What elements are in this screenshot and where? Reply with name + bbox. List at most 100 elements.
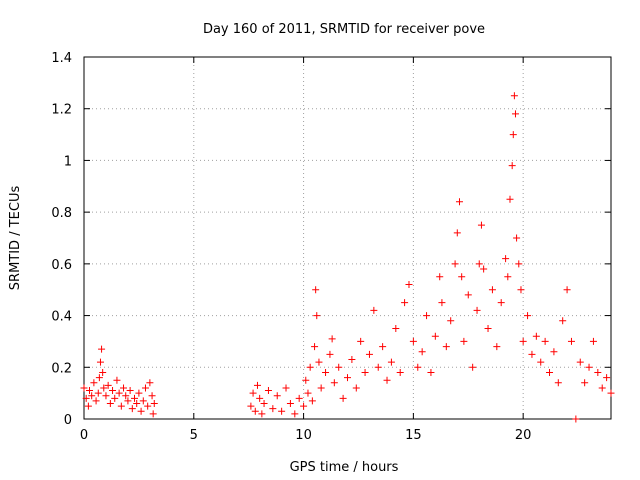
x-axis-label: GPS time / hours	[290, 460, 399, 475]
data-point	[111, 394, 119, 402]
data-point	[85, 387, 93, 395]
data-point	[109, 387, 117, 395]
data-point	[405, 281, 413, 289]
data-point	[295, 394, 303, 402]
y-tick-label: 1.4	[51, 51, 72, 66]
data-point	[460, 337, 468, 345]
data-point	[133, 399, 141, 407]
data-point	[477, 221, 485, 229]
data-point	[493, 343, 501, 351]
data-point	[253, 381, 261, 389]
data-point	[442, 343, 450, 351]
data-point	[504, 273, 512, 281]
data-point	[370, 306, 378, 314]
data-point	[313, 312, 321, 320]
data-point	[480, 265, 488, 273]
data-point	[258, 410, 266, 418]
data-point	[104, 381, 112, 389]
data-point	[247, 402, 255, 410]
data-point	[511, 110, 519, 118]
data-point	[144, 402, 152, 410]
data-point	[94, 389, 102, 397]
data-point	[306, 363, 314, 371]
data-point	[506, 195, 514, 203]
y-tick-label: 1	[64, 154, 72, 169]
data-point	[427, 368, 435, 376]
data-point	[115, 389, 123, 397]
data-point	[278, 407, 286, 415]
x-tick-label: 10	[295, 428, 312, 443]
data-point	[488, 286, 496, 294]
data-point	[90, 379, 98, 387]
data-point	[300, 402, 308, 410]
data-point	[594, 368, 602, 376]
data-point	[308, 397, 316, 405]
data-point	[149, 410, 157, 418]
data-point	[84, 402, 92, 410]
y-tick-label: 0.4	[51, 310, 72, 325]
data-point	[464, 291, 472, 299]
data-point	[124, 397, 132, 405]
data-point	[510, 92, 518, 100]
data-point	[126, 387, 134, 395]
data-point	[607, 389, 615, 397]
data-point	[414, 363, 422, 371]
data-point	[453, 229, 461, 237]
y-tick-label: 0.2	[51, 361, 72, 376]
data-point	[326, 350, 334, 358]
data-point	[117, 402, 125, 410]
x-tick-label: 15	[405, 428, 422, 443]
data-point	[532, 332, 540, 340]
data-point	[98, 345, 106, 353]
data-point	[251, 407, 259, 415]
data-point	[475, 260, 483, 268]
data-point	[311, 343, 319, 351]
data-point	[256, 394, 264, 402]
data-point	[99, 368, 107, 376]
data-point	[348, 356, 356, 364]
data-point	[286, 399, 294, 407]
data-point	[581, 379, 589, 387]
y-tick-label: 0.8	[51, 206, 72, 221]
data-point	[554, 379, 562, 387]
data-point	[330, 379, 338, 387]
data-point	[603, 374, 611, 382]
grid-lines	[84, 57, 611, 419]
data-point	[302, 376, 310, 384]
data-point	[508, 162, 516, 170]
plot-frame	[83, 56, 612, 420]
data-point	[509, 131, 517, 139]
data-point	[559, 317, 567, 325]
data-point	[146, 379, 154, 387]
data-point	[576, 358, 584, 366]
data-point	[352, 384, 360, 392]
data-point	[135, 389, 143, 397]
data-point	[418, 348, 426, 356]
data-point	[517, 286, 525, 294]
chart-title: Day 160 of 2011, SRMTID for receiver pov…	[203, 22, 485, 37]
data-point	[150, 399, 158, 407]
data-point	[304, 389, 312, 397]
data-point	[291, 410, 299, 418]
data-point	[312, 286, 320, 294]
x-tick-label: 20	[515, 428, 532, 443]
data-point	[141, 384, 149, 392]
data-point	[392, 325, 400, 332]
data-point	[567, 337, 575, 345]
data-point	[106, 399, 114, 407]
data-point	[88, 392, 96, 400]
data-point	[264, 387, 272, 395]
data-point	[80, 384, 88, 392]
data-point	[572, 415, 580, 423]
y-tick-label: 0	[64, 413, 72, 428]
data-point	[396, 368, 404, 376]
data-point	[401, 299, 409, 307]
data-point	[528, 350, 536, 358]
data-point	[92, 397, 100, 405]
data-point	[409, 337, 417, 345]
data-point	[131, 394, 139, 402]
axis-ticks: 0 5 10 15 20 0 0.2 0.4 0.6 0.8 1 1.2 1.4	[51, 51, 611, 443]
data-point	[317, 384, 325, 392]
data-point	[423, 312, 431, 320]
data-point	[550, 348, 558, 356]
